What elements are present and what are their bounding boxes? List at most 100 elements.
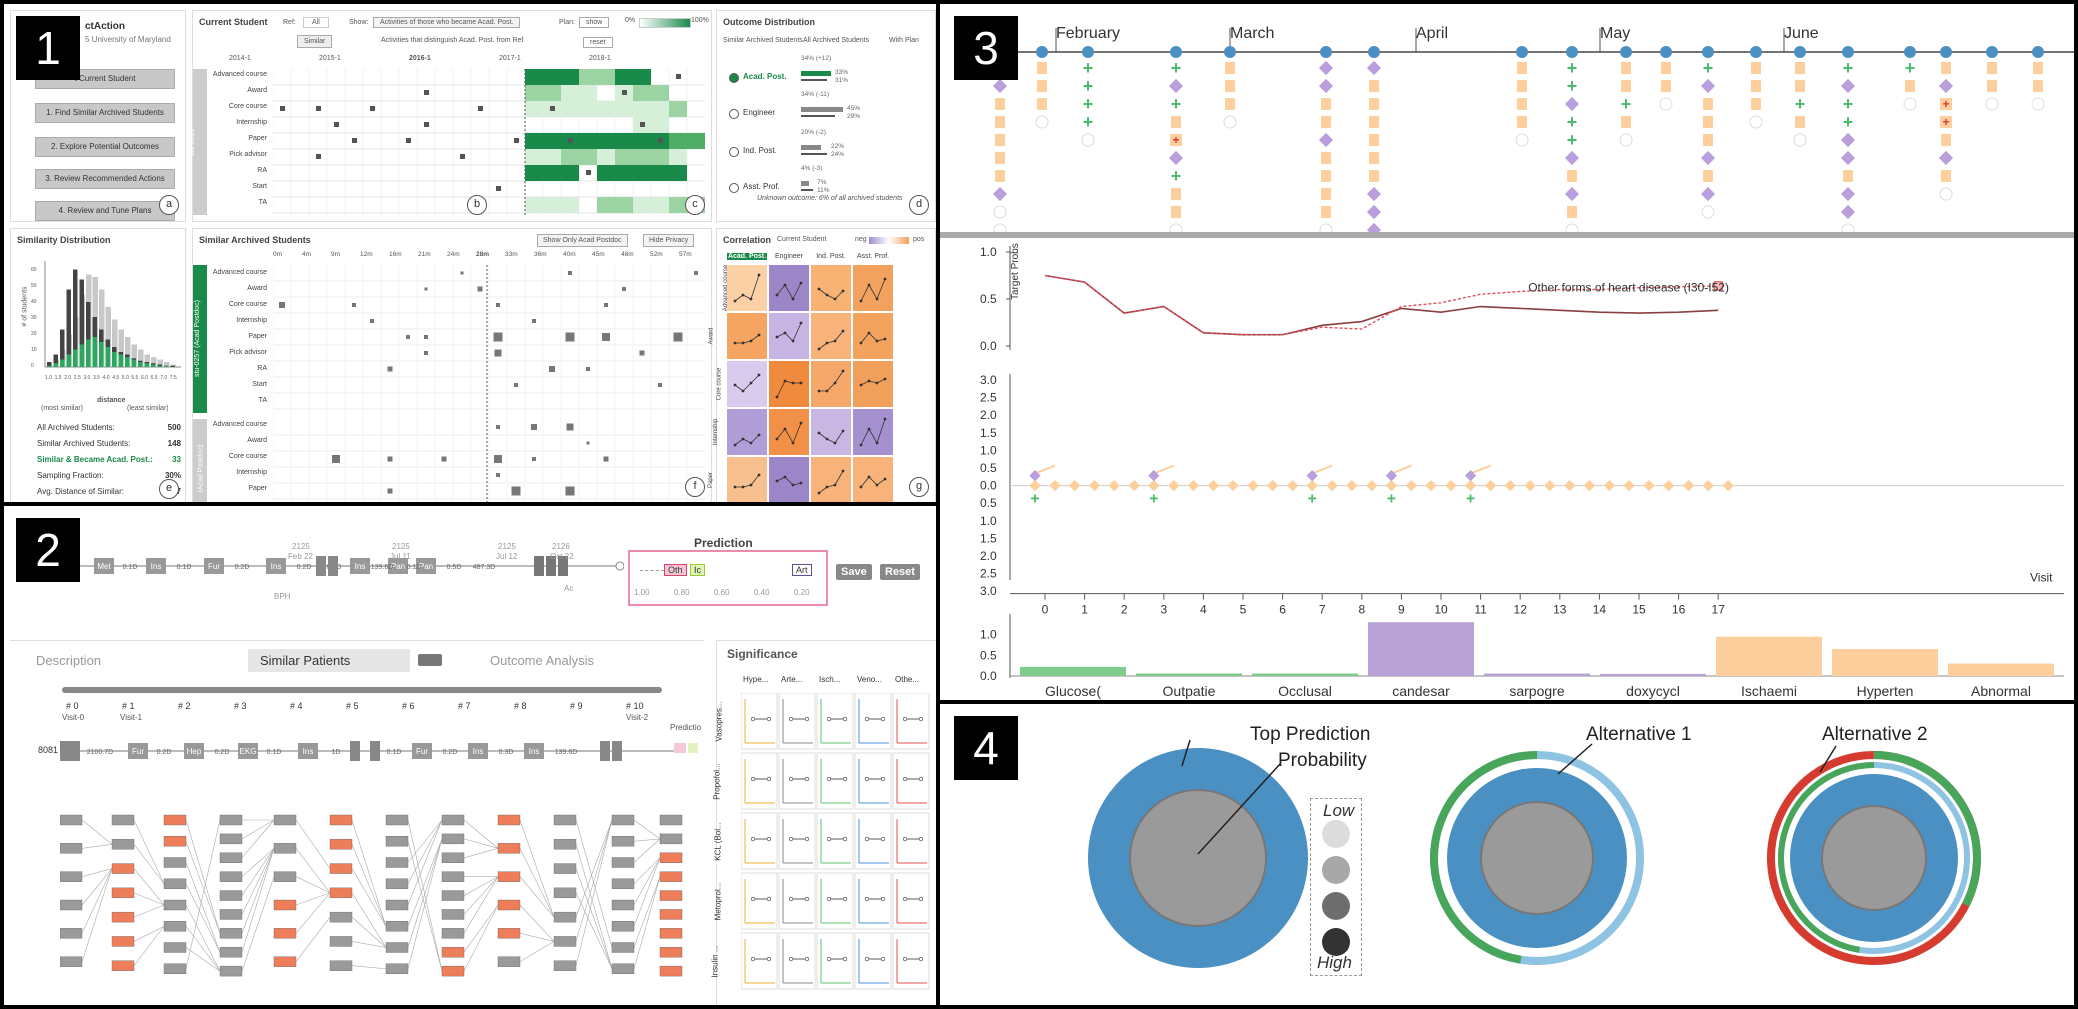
hist-y-tick: 60 (31, 267, 37, 273)
corr-cell[interactable] (853, 313, 893, 359)
corr-cell[interactable] (811, 457, 851, 502)
step-find-similar[interactable]: 1. Find Similar Archived Students (35, 103, 175, 123)
visit-header: # 2 (178, 701, 191, 711)
hist-x-tick: 4.5 (112, 375, 119, 381)
outcome-radio[interactable] (729, 183, 739, 193)
event-circle (1749, 115, 1763, 129)
corr-cell[interactable] (853, 457, 893, 502)
save-button[interactable]: Save (836, 564, 872, 580)
step-explore-outcomes[interactable]: 2. Explore Potential Outcomes (35, 137, 175, 157)
corr-cell[interactable] (769, 409, 809, 455)
x-tick: 5 (1240, 603, 1247, 617)
corr-cell[interactable] (727, 313, 767, 359)
outcome-radio[interactable] (729, 73, 739, 83)
strip-marker (1168, 479, 1180, 492)
similar-patients-panel: Description Similar Patients Outcome Ana… (10, 640, 704, 1005)
corr-cell[interactable] (811, 265, 851, 311)
activity-square (531, 424, 537, 430)
step-tune-plans[interactable]: 4. Review and Tune Plans (35, 201, 175, 221)
view-toggle-icon[interactable] (418, 654, 442, 666)
corr-sparkline (775, 379, 803, 399)
event-diamond-purple (1840, 132, 1856, 148)
similarity-title: Similarity Distribution (17, 235, 111, 245)
corr-cell[interactable] (853, 409, 893, 455)
reset-button[interactable]: Reset (880, 564, 920, 580)
corr-cell[interactable] (853, 265, 893, 311)
event-square-orange (2033, 62, 2043, 74)
row-label: Pick advisor (229, 349, 267, 356)
corr-cell[interactable] (727, 361, 767, 407)
plan-show-button[interactable]: show (579, 17, 610, 28)
event-diamond-purple (992, 78, 1008, 94)
activity-square (586, 367, 590, 371)
event-square-orange (1225, 98, 1235, 110)
outcome-radio[interactable] (729, 147, 739, 157)
panel-tag-f: f (685, 477, 705, 497)
activity-cell (615, 69, 633, 85)
hist-bar-all (131, 344, 137, 367)
prediction-art[interactable]: Art (792, 564, 812, 576)
date-year: 2125 (392, 542, 410, 551)
tab-description[interactable]: Description (36, 653, 102, 668)
tab-similar-patients[interactable]: Similar Patients (248, 649, 411, 672)
step-review-actions[interactable]: 3. Review Recommended Actions (35, 169, 175, 189)
prediction-oth[interactable]: Oth (664, 564, 687, 576)
x-tick: 0 (1042, 603, 1049, 617)
significance-row: Metoprol... (713, 882, 723, 921)
flow-node (553, 814, 577, 826)
activity-square (352, 303, 356, 307)
significance-cell (778, 752, 816, 810)
hist-x-tick: 3.0 (83, 375, 90, 381)
event-diamond-purple (1938, 78, 1954, 94)
show-select[interactable]: Activities of those who became Acad. Pos… (373, 17, 521, 28)
activity-dot (478, 106, 483, 111)
corr-cell[interactable] (769, 265, 809, 311)
outcome-similar: 22% (831, 143, 845, 150)
bar-label: Outpatie (1163, 683, 1216, 699)
ref-select[interactable]: All (303, 17, 329, 28)
scroll-bar[interactable] (62, 687, 662, 693)
show-only-button[interactable]: Show Only Acad Postdoc (537, 234, 628, 247)
current-student-activity-grid (273, 69, 705, 215)
month-tick: 36m (534, 251, 547, 258)
corr-cell[interactable] (769, 313, 809, 359)
event-plus-red: + (1942, 97, 1949, 111)
activity-square (332, 455, 340, 463)
outcome-name: Ind. Post. (743, 146, 777, 155)
corr-sparkline (733, 273, 761, 303)
corr-cell[interactable] (727, 409, 767, 455)
tab-outcome-analysis[interactable]: Outcome Analysis (490, 653, 595, 668)
activity-square (586, 441, 590, 445)
prediction-box[interactable]: Oth Ic Art 1.00 0.80 0.60 0.40 0.20 (628, 550, 828, 606)
corr-cell[interactable] (853, 361, 893, 407)
bar (1020, 666, 1126, 676)
hist-y-tick: 10 (31, 347, 37, 353)
hide-privacy-button[interactable]: Hide Privacy (643, 234, 695, 247)
similarity-distribution-panel: Similarity Distribution 1.0 1.5 2.0 2.5 3.0 3… (10, 228, 186, 502)
activity-cell (525, 133, 543, 149)
event-square-orange (1795, 80, 1805, 92)
corr-cell[interactable] (811, 313, 851, 359)
activity-dot (352, 138, 357, 143)
activity-cell (561, 149, 579, 165)
row-label: Paper (248, 485, 267, 492)
timeline-node (204, 558, 224, 574)
reset-button[interactable]: reset (583, 37, 613, 48)
corr-cell[interactable] (727, 265, 767, 311)
corr-cell[interactable] (727, 457, 767, 502)
corr-cell[interactable] (769, 457, 809, 502)
corr-cell[interactable] (769, 361, 809, 407)
prediction-ic[interactable]: Ic (690, 564, 706, 576)
timeline-gap: 139.6D (371, 564, 394, 571)
flow-node (385, 963, 409, 974)
flow-node (60, 956, 83, 967)
similar-button[interactable]: Similar (297, 35, 333, 48)
sequence-gap: 139.6D (555, 749, 578, 756)
corr-cell[interactable] (811, 409, 851, 455)
outcome-radio[interactable] (729, 109, 739, 119)
event-timeline: February March April May June ++++++++++++++… (992, 25, 2074, 232)
visit-header: # 8 (514, 701, 527, 711)
flow-node (659, 871, 683, 882)
hist-x-tick: 7.0 (160, 375, 167, 381)
corr-cell[interactable] (811, 361, 851, 407)
